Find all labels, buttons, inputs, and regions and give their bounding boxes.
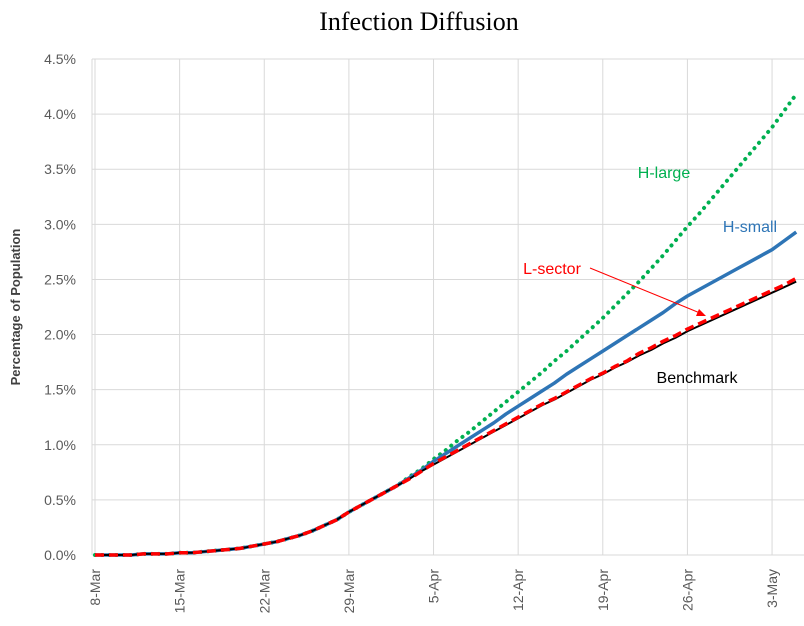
y-tick-label: 3.0% (44, 216, 76, 232)
y-tick-label: 3.5% (44, 161, 76, 177)
series-line (95, 280, 797, 556)
x-tick-label: 12-Apr (510, 569, 526, 611)
x-tick-label: 3-May (764, 569, 780, 608)
annotation: Benchmark (657, 370, 739, 387)
x-tick-label: 19-Apr (595, 569, 611, 611)
annotation: H-small (723, 219, 777, 236)
x-tick-label: 29-Mar (341, 569, 357, 614)
x-tick-label: 22-Mar (256, 569, 272, 614)
x-tick-label: 15-Mar (172, 569, 188, 614)
x-tick-label: 8-Mar (87, 569, 103, 606)
y-tick-label: 1.0% (44, 437, 76, 453)
y-tick-label: 1.5% (44, 382, 76, 398)
y-tick-label: 2.5% (44, 271, 76, 287)
x-tick-label: 26-Apr (679, 569, 695, 611)
x-tick-label: 5-Apr (426, 569, 442, 604)
y-axis-label: Percentage of Population (8, 229, 23, 386)
series-line (95, 276, 798, 557)
chart-title: Infection Diffusion (319, 7, 519, 36)
annotation-arrowhead (696, 309, 706, 316)
y-tick-label: 2.0% (44, 327, 76, 343)
annotation: H-large (638, 165, 691, 182)
y-tick-label: 0.0% (44, 547, 76, 563)
series-line (93, 92, 799, 557)
annotation-arrow (589, 267, 701, 314)
y-tick-label: 4.0% (44, 106, 76, 122)
annotation: L-sector (523, 261, 581, 278)
series-line (95, 230, 798, 557)
y-tick-label: 4.5% (44, 51, 76, 67)
y-tick-label: 0.5% (44, 492, 76, 508)
